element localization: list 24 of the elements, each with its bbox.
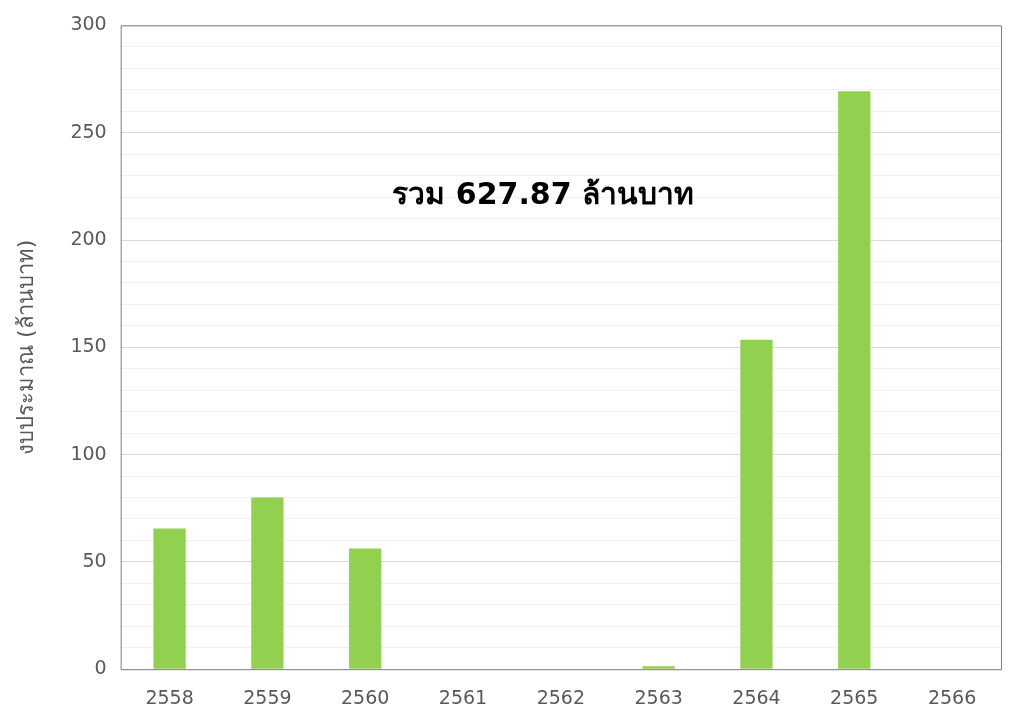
y-tick-label: 50 bbox=[82, 548, 107, 571]
y-tick-label: 250 bbox=[70, 119, 107, 142]
y-tick-label: 100 bbox=[70, 441, 107, 464]
y-tick-label: 0 bbox=[94, 656, 107, 679]
x-tick-label: 2561 bbox=[438, 685, 488, 708]
bar bbox=[251, 497, 284, 669]
bar bbox=[642, 666, 675, 669]
y-axis-title: งบประมาณ (ล้านบาท) bbox=[12, 239, 38, 455]
y-tick-label: 200 bbox=[70, 226, 107, 249]
bar bbox=[349, 548, 382, 669]
bar bbox=[740, 339, 773, 669]
y-tick-label: 300 bbox=[70, 12, 107, 35]
bar bbox=[838, 91, 871, 669]
x-tick-label: 2565 bbox=[830, 685, 879, 708]
x-tick-label: 2560 bbox=[341, 685, 390, 708]
x-tick-label: 2559 bbox=[243, 685, 292, 708]
x-tick-label: 2562 bbox=[536, 685, 586, 708]
x-tick-label: 2558 bbox=[145, 685, 194, 708]
x-tick-label: 2564 bbox=[732, 685, 781, 708]
annotation: รวม 627.87 ล้านบาท bbox=[392, 175, 695, 211]
x-tick-label: 2566 bbox=[927, 685, 977, 708]
bar bbox=[153, 528, 186, 669]
x-tick-label: 2563 bbox=[634, 685, 683, 708]
y-tick-label: 150 bbox=[70, 334, 107, 357]
